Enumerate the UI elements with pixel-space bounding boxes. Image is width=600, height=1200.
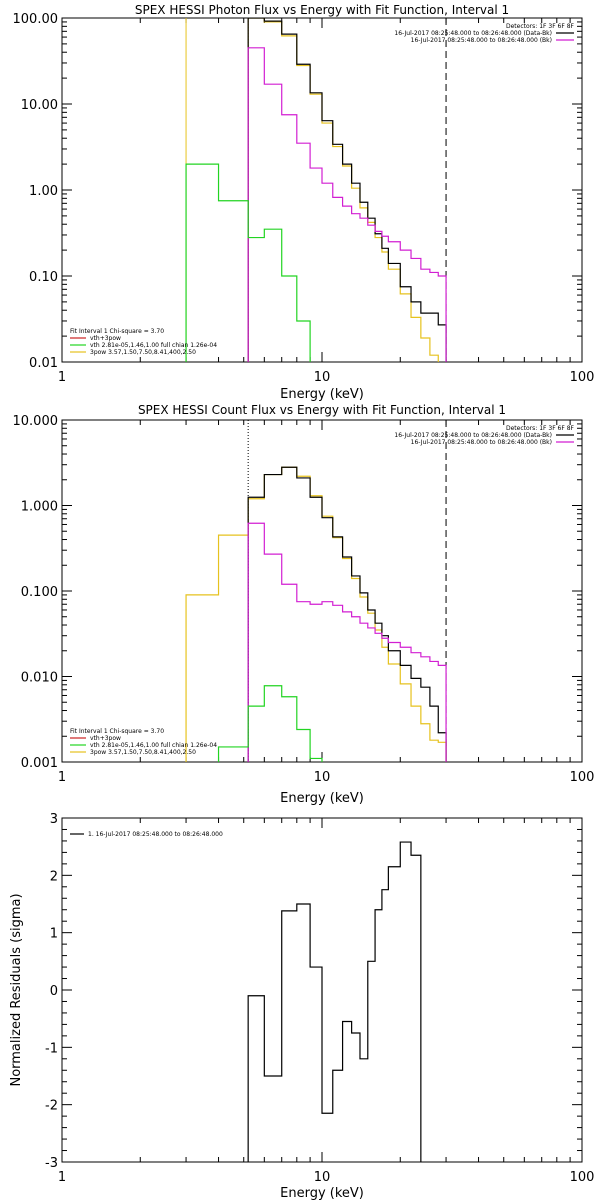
- count-y-tick-label: 0.100: [21, 585, 58, 600]
- photon-y-tick-label: 10.00: [21, 98, 58, 113]
- count-y-tick-label: 0.001: [21, 756, 58, 771]
- count-legend-entry: Detectors: 1F 3F 6F 8F: [506, 425, 575, 432]
- residuals-panel: Energy (keV) Normalized Residuals (sigma…: [9, 812, 594, 1200]
- count-chart-title: SPEX HESSI Count Flux vs Energy with Fit…: [138, 403, 506, 417]
- photon-legend-entry: 16-Jul-2017 08:25:48.000 to 08:26:48.000…: [394, 30, 552, 37]
- residuals-y-tick-label: 3: [50, 812, 58, 827]
- count-series-black: [247, 466, 447, 762]
- photon-x-tick-label: 100: [570, 370, 595, 385]
- count-x-axis-label: Energy (keV): [280, 791, 364, 806]
- photon-flux-panel: SPEX HESSI Photon Flux vs Energy with Fi…: [13, 3, 595, 402]
- residuals-y-tick-label: 0: [50, 984, 58, 999]
- photon-x-tick-label: 1: [58, 370, 66, 385]
- count-series-gold: [185, 466, 447, 762]
- photon-x-tick-label: 10: [314, 370, 331, 385]
- residuals-y-tick-label: 1: [50, 927, 58, 942]
- count-x-tick-label: 10: [314, 770, 331, 785]
- residuals-x-tick-label: 10: [314, 1170, 331, 1185]
- count-series-green: [217, 685, 323, 762]
- photon-series-gold: [247, 18, 447, 362]
- photon-y-tick-label: 100.00: [13, 12, 59, 27]
- count-y-tick-label: 1.000: [21, 500, 58, 515]
- photon-legend-entry: Detectors: 1F 3F 6F 8F: [506, 23, 575, 30]
- count-flux-panel: SPEX HESSI Count Flux vs Energy with Fit…: [13, 403, 595, 806]
- photon-series-black: [247, 18, 447, 362]
- count-y-tick-label: 10.000: [13, 414, 59, 429]
- residuals-x-axis-label: Energy (keV): [280, 1186, 364, 1200]
- residuals-y-tick-label: -3: [45, 1156, 58, 1171]
- photon-legend-entry: vth+3pow: [90, 335, 121, 342]
- photon-y-tick-label: 1.00: [29, 184, 58, 199]
- residuals-x-tick-label: 1: [58, 1170, 66, 1185]
- photon-x-axis-label: Energy (keV): [280, 387, 364, 402]
- count-x-tick-label: 1: [58, 770, 66, 785]
- photon-chart-title: SPEX HESSI Photon Flux vs Energy with Fi…: [135, 3, 509, 17]
- count-legend-entry: 16-Jul-2017 08:25:48.000 to 08:26:48.000…: [394, 432, 552, 439]
- photon-legend-entry: 3pow 3.57,1.50,7.50,8.41,400,2.50: [90, 349, 196, 356]
- count-y-tick-label: 0.010: [21, 671, 58, 686]
- photon-series-magenta: [247, 47, 447, 362]
- count-plot-frame: [61, 419, 583, 763]
- count-x-tick-label: 100: [570, 770, 595, 785]
- photon-legend-entry: 16-Jul-2017 08:25:48.000 to 08:26:48.000…: [411, 37, 552, 44]
- count-series-magenta: [247, 522, 447, 762]
- residuals-y-tick-label: 2: [50, 869, 58, 884]
- count-legend-entry: Fit Interval 1 Chi-square = 3.70: [70, 728, 164, 735]
- residuals-y-axis-label: Normalized Residuals (sigma): [9, 893, 24, 1086]
- photon-plot-frame: [61, 17, 583, 363]
- residuals-legend-entry: 1. 16-Jul-2017 08:25:48.000 to 08:26:48.…: [88, 831, 223, 838]
- residuals-series-black: [247, 841, 422, 1162]
- residuals-y-tick-label: -2: [45, 1099, 58, 1114]
- photon-y-tick-label: 0.01: [29, 356, 58, 371]
- count-legend-entry: 16-Jul-2017 08:25:48.000 to 08:26:48.000…: [411, 439, 552, 446]
- photon-series-green: [185, 163, 323, 362]
- photon-legend-entry: vth 2.81e-05,1.46,1.00 full chian 1.26e-…: [90, 342, 217, 349]
- residuals-y-tick-label: -1: [45, 1041, 58, 1056]
- count-legend-entry: vth 2.81e-05,1.46,1.00 full chian 1.26e-…: [90, 742, 217, 749]
- photon-legend-entry: Fit Interval 1 Chi-square = 3.70: [70, 328, 164, 335]
- residuals-x-tick-label: 100: [570, 1170, 595, 1185]
- count-legend-entry: vth+3pow: [90, 735, 121, 742]
- count-legend-entry: 3pow 3.57,1.50,7.50,8.41,400,2.50: [90, 749, 196, 756]
- photon-y-tick-label: 0.10: [29, 270, 58, 285]
